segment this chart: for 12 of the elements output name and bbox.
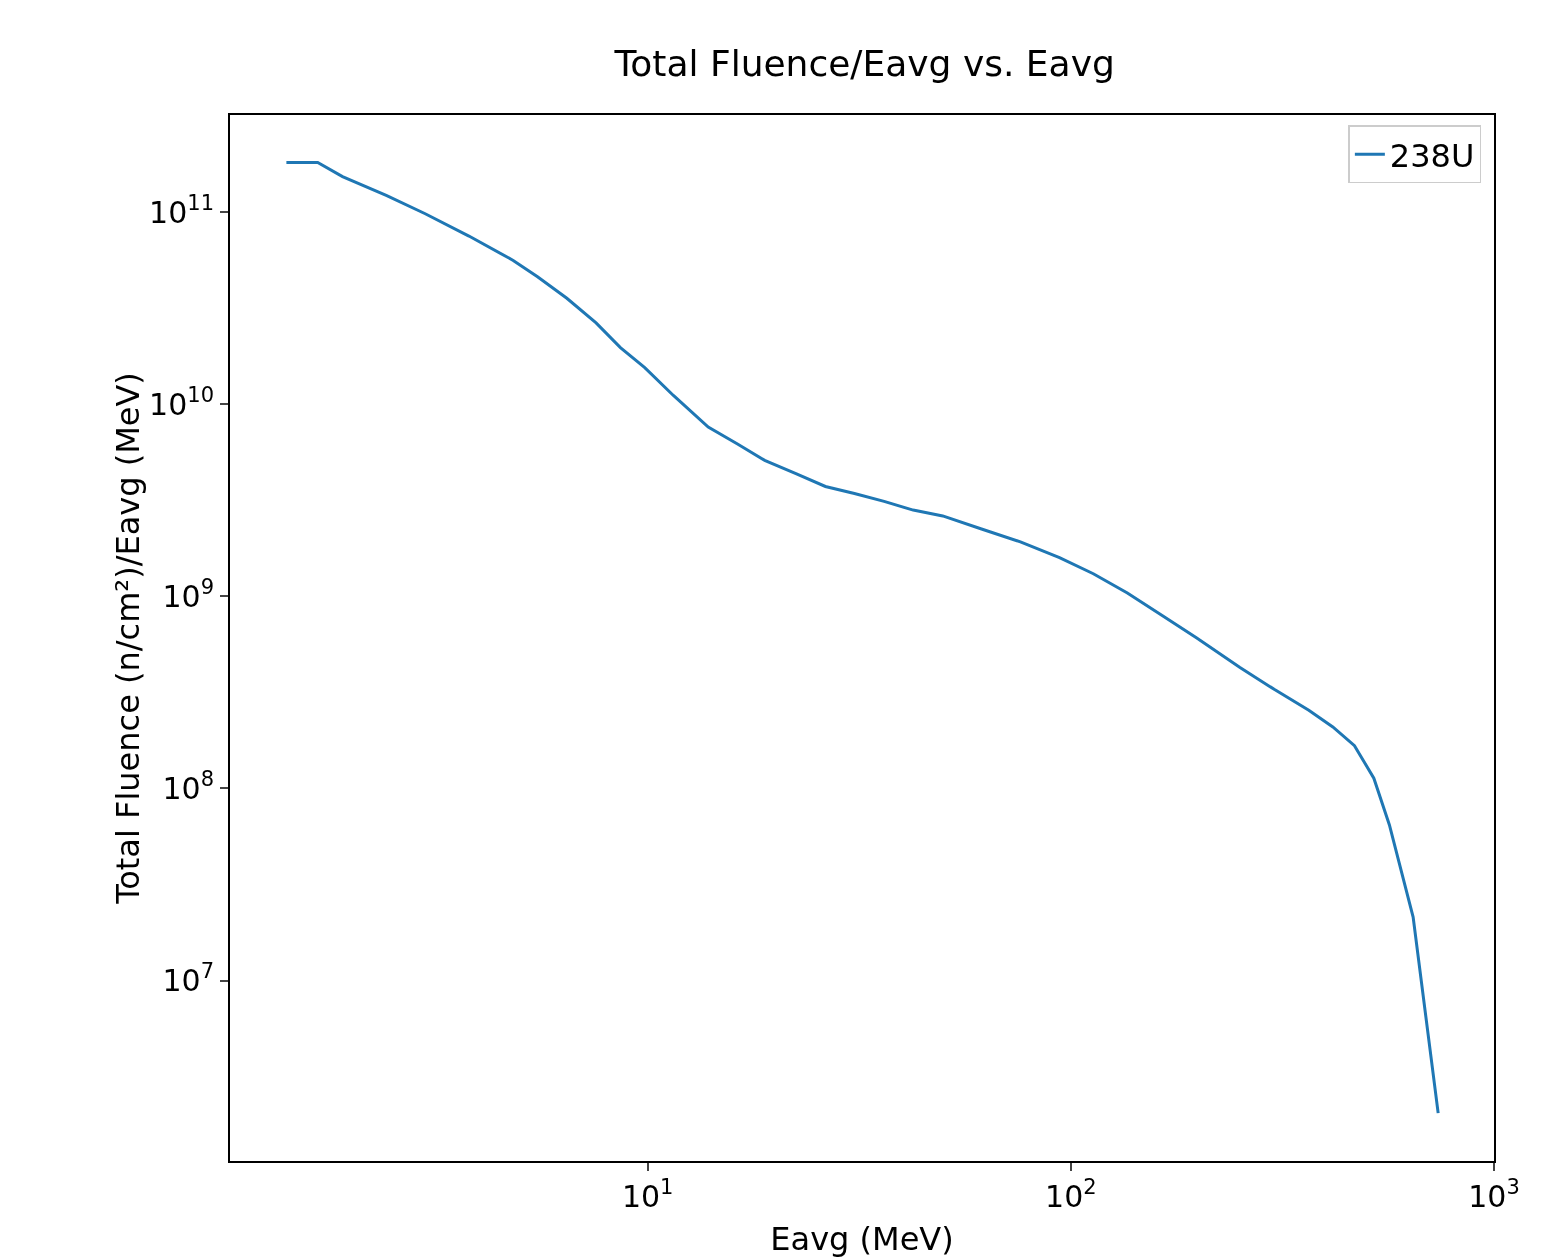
x-axis-title: Eavg (MeV) [770, 1220, 954, 1258]
y-axis-title: Total Fluence (n/cm²)/Eavg (MeV) [109, 372, 148, 905]
y-tick-label: 10$^{11}$ [149, 190, 214, 230]
chart-title: Total Fluence/Eavg vs. Eavg [613, 42, 1115, 84]
x-tick-label: 10$^{2}$ [1045, 1175, 1097, 1214]
x-tick-label: 10$^{3}$ [1468, 1175, 1520, 1214]
y-tick-label: 10$^{9}$ [162, 575, 214, 614]
y-tick-label: 10$^{8}$ [162, 767, 214, 806]
y-tick-label: 10$^{10}$ [149, 383, 214, 422]
y-tick-label: 10$^{7}$ [162, 959, 214, 999]
legend-label: 238U [1389, 136, 1475, 175]
x-tick-label: 10$^{1}$ [621, 1175, 674, 1214]
